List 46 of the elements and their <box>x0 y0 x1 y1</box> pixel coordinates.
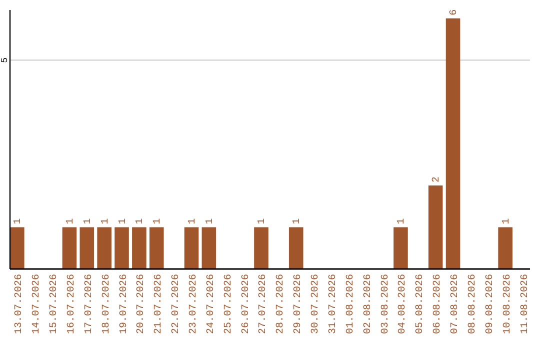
data-label: 1 <box>135 218 146 224</box>
data-label: 1 <box>118 218 129 224</box>
x-tick-label: 16.07.2026 <box>66 274 78 334</box>
x-tick-label: 28.07.2026 <box>276 274 287 334</box>
x-tick-label: 02.08.2026 <box>362 274 374 334</box>
data-label: 1 <box>257 218 268 224</box>
x-tick-label: 05.08.2026 <box>415 274 426 334</box>
data-label: 1 <box>204 218 216 224</box>
x-tick-label: 26.07.2026 <box>240 274 252 334</box>
data-label: 1 <box>501 218 512 224</box>
x-tick-label: 07.08.2026 <box>450 274 462 334</box>
x-tick-label: 25.07.2026 <box>223 274 234 334</box>
data-label: 1 <box>292 218 304 224</box>
data-label: 1 <box>396 218 408 224</box>
x-tick-label: 06.08.2026 <box>432 274 444 334</box>
data-label: 1 <box>65 218 76 224</box>
x-tick-label: 01.08.2026 <box>345 274 356 334</box>
x-tick-label: 17.07.2026 <box>84 274 95 334</box>
data-label: 1 <box>82 218 94 224</box>
data-label: 1 <box>13 218 24 224</box>
x-tick-label: 15.07.2026 <box>49 274 60 334</box>
data-label: 1 <box>187 218 198 224</box>
data-label: 2 <box>432 176 443 182</box>
x-tick-label: 18.07.2026 <box>101 274 112 334</box>
x-tick-label: 21.07.2026 <box>154 274 165 334</box>
x-tick-label: 29.07.2026 <box>293 274 304 334</box>
x-tick-label: 14.07.2026 <box>32 274 43 334</box>
x-tick-label: 20.07.2026 <box>136 274 148 334</box>
data-label: 6 <box>449 9 460 16</box>
x-tick-label: 11.08.2026 <box>520 274 531 334</box>
x-tick-label: 09.08.2026 <box>484 274 496 334</box>
x-tick-label: 03.08.2026 <box>380 274 392 334</box>
y-tick-label: 5 <box>0 57 10 63</box>
x-tick-label: 31.07.2026 <box>328 274 339 334</box>
x-tick-label: 04.08.2026 <box>398 274 409 334</box>
x-tick-label: 19.07.2026 <box>118 274 130 334</box>
x-tick-label: 27.07.2026 <box>258 274 270 334</box>
x-tick-label: 23.07.2026 <box>188 274 200 334</box>
data-label: 1 <box>100 218 112 224</box>
x-tick-label: 22.07.2026 <box>171 274 182 334</box>
data-label: 1 <box>152 218 164 224</box>
x-tick-label: 10.08.2026 <box>502 274 514 334</box>
x-tick-label: 30.07.2026 <box>310 274 322 334</box>
x-tick-label: 24.07.2026 <box>206 274 217 334</box>
x-tick-label: 08.08.2026 <box>467 274 478 334</box>
x-tick-label: 13.07.2026 <box>14 274 26 334</box>
